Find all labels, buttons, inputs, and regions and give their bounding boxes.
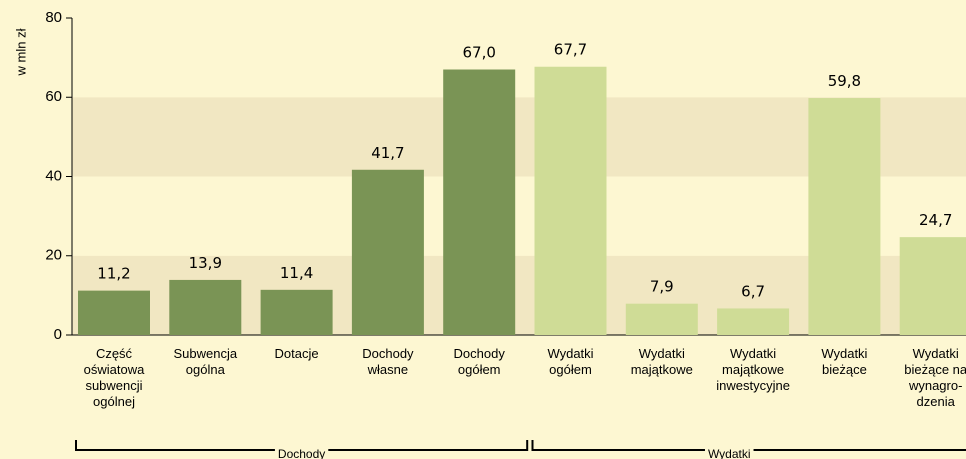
bar	[625, 303, 698, 335]
value-label: 7,9	[650, 278, 674, 296]
value-label: 41,7	[371, 144, 404, 162]
y-tick-label: 60	[45, 88, 62, 105]
x-tick-label: Dochody własne	[362, 346, 414, 377]
bar	[78, 290, 150, 335]
y-axis-label: w mln zł	[13, 28, 28, 76]
x-tick-label: Subwencja ogólna	[173, 346, 237, 377]
bar	[717, 308, 790, 335]
y-tick-label: 20	[45, 247, 62, 264]
bar	[351, 169, 424, 335]
value-label: 6,7	[741, 282, 765, 300]
x-tick-label: Dochody ogółem	[454, 346, 506, 377]
x-tick-label: Dotacje	[275, 346, 319, 361]
x-tick-label: Wydatki bieżące	[821, 346, 867, 377]
x-tick-label: Wydatki majątkowe	[631, 346, 693, 377]
value-label: 13,9	[189, 254, 222, 272]
group-label-bg	[704, 445, 754, 459]
value-label: 59,8	[828, 72, 861, 90]
bar	[443, 69, 516, 335]
bar	[169, 279, 242, 335]
y-tick-label: 40	[45, 167, 62, 184]
grid-band	[72, 18, 966, 98]
y-tick-label: 80	[45, 9, 62, 26]
bar	[260, 289, 333, 335]
group-bracket	[531, 440, 966, 451]
bar	[899, 237, 966, 335]
value-label: 11,2	[97, 265, 130, 283]
value-label: 67,0	[462, 44, 495, 62]
group-label: Wydatki	[708, 447, 751, 459]
x-tick-label: Wydatki majątkowe inwestycyjne	[716, 346, 790, 393]
bar	[534, 66, 607, 336]
x-tick-label: Wydatki ogółem	[547, 346, 593, 377]
bar	[808, 98, 881, 335]
value-label: 67,7	[554, 41, 587, 59]
value-label: 24,7	[919, 211, 952, 229]
group-label: Dochody	[278, 447, 325, 459]
group-label-bg	[274, 445, 329, 459]
x-tick-label: Część oświatowa subwencji ogólnej	[84, 346, 145, 409]
value-label: 11,4	[280, 264, 313, 282]
y-tick-label: 0	[54, 326, 62, 343]
x-tick-label: Wydatki bieżące na wynagro-dzenia	[904, 346, 966, 409]
